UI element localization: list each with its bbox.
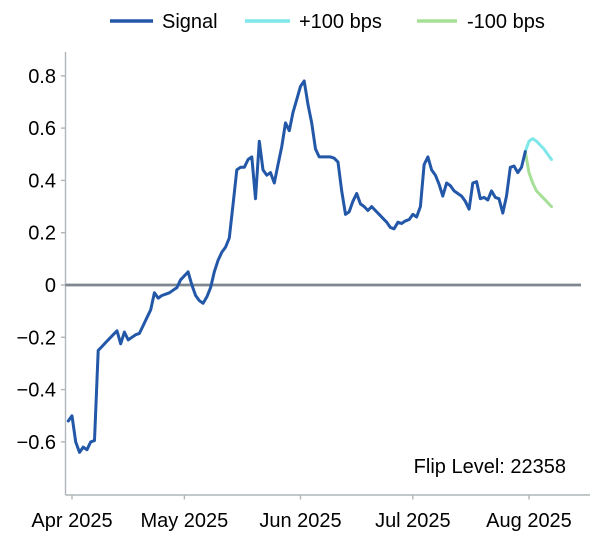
x-tick-label: Jul 2025 [375, 510, 451, 532]
legend-label-signal: Signal [162, 11, 218, 33]
y-tick-label: −0.2 [17, 327, 56, 349]
signal-line [66, 79, 527, 454]
legend-label-minus-100bps: -100 bps [467, 11, 545, 33]
y-tick-label: 0.2 [28, 223, 56, 245]
x-tick-label: May 2025 [140, 510, 228, 532]
plus-100bps-line [523, 137, 553, 161]
y-tick-label: −0.4 [17, 380, 56, 402]
x-tick-label: Aug 2025 [486, 510, 572, 532]
y-tick-label: −0.6 [17, 432, 56, 454]
x-tick-label: Jun 2025 [259, 510, 341, 532]
y-tick-label: 0.8 [28, 66, 56, 88]
legend-label-plus-100bps: +100 bps [299, 11, 382, 33]
flip-level-annotation: Flip Level: 22358 [414, 456, 566, 478]
chart-legend: Signal +100 bps -100 bps [110, 11, 545, 33]
y-tick-label: 0 [45, 275, 56, 297]
y-tick-label: 0.6 [28, 118, 56, 140]
y-axis: 0.8 0.6 0.4 0.2 0 −0.2 −0.4 −0.6 [17, 66, 66, 454]
x-axis: Apr 2025 May 2025 Jun 2025 Jul 2025 Aug 2025 [31, 495, 572, 532]
minus-100bps-line [523, 150, 553, 209]
y-tick-label: 0.4 [28, 170, 56, 192]
x-tick-label: Apr 2025 [31, 510, 112, 532]
